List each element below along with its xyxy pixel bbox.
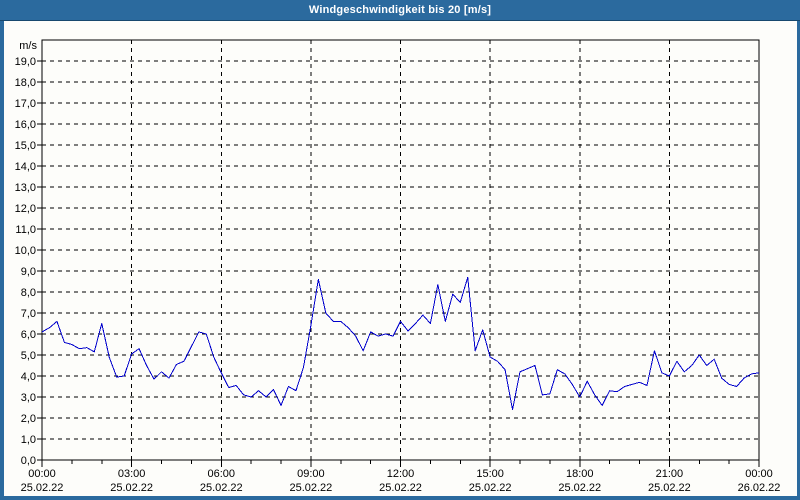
y-tick-label: 11,0 (15, 224, 36, 236)
x-tick-time-label: 12:00 (387, 468, 415, 480)
y-tick-label: 16,0 (15, 119, 36, 131)
window-titlebar: Windgeschwindigkeit bis 20 [m/s] (0, 0, 800, 21)
x-axis-time-labels: 00:00 03:00 06:00 09:00 12:00 15:00 18:00 21:00… (28, 468, 773, 480)
y-axis-labels: 0,0 1,0 2,0 3,0 4,0 5,0 6,0 7,0 8,0 9,0 10,0 11,0 12… (15, 56, 36, 467)
y-tick-label: 12,0 (15, 203, 36, 215)
y-tick-label: 8,0 (21, 287, 36, 299)
x-tick-time-label: 15:00 (476, 468, 504, 480)
y-tick-label: 19,0 (15, 56, 36, 68)
x-tick-date-label: 25.02.22 (289, 482, 332, 494)
y-tick-label: 0,0 (21, 455, 36, 467)
y-tick-label: 1,0 (21, 434, 36, 446)
y-tick-label: 3,0 (21, 392, 36, 404)
x-tick-time-label: 21:00 (656, 468, 684, 480)
x-tick-date-label: 25.02.22 (21, 482, 64, 494)
y-tick-label: 15,0 (15, 140, 36, 152)
window-title: Windgeschwindigkeit bis 20 [m/s] (308, 4, 492, 16)
x-tick-date-label: 25.02.22 (110, 482, 153, 494)
y-axis-unit: m/s (19, 40, 37, 52)
x-tick-date-label: 25.02.22 (200, 482, 243, 494)
y-tick-label: 4,0 (21, 371, 36, 383)
x-tick-date-label: 25.02.22 (558, 482, 601, 494)
y-axis-ticks (37, 60, 42, 461)
x-tick-time-label: 09:00 (297, 468, 325, 480)
x-tick-time-label: 03:00 (118, 468, 146, 480)
x-tick-date-label: 25.02.22 (648, 482, 691, 494)
x-tick-date-label: 26.02.22 (738, 482, 781, 494)
x-tick-time-label: 00:00 (28, 468, 56, 480)
x-gridlines (131, 40, 670, 460)
y-tick-label: 13,0 (15, 182, 36, 194)
x-tick-date-label: 25.02.22 (469, 482, 512, 494)
y-tick-label: 18,0 (15, 77, 36, 89)
y-tick-label: 14,0 (15, 161, 36, 173)
y-tick-label: 2,0 (21, 413, 36, 425)
x-axis-ticks (41, 460, 760, 467)
y-tick-label: 5,0 (21, 350, 36, 362)
y-tick-label: 10,0 (15, 245, 36, 257)
series-line (41, 276, 760, 411)
y-tick-label: 7,0 (21, 308, 36, 320)
x-tick-date-label: 25.02.22 (379, 482, 422, 494)
x-tick-time-label: 00:00 (745, 468, 773, 480)
y-tick-label: 17,0 (15, 98, 36, 110)
x-tick-time-label: 06:00 (207, 468, 235, 480)
x-tick-time-label: 18:00 (566, 468, 594, 480)
y-axis-unit-label: m/s (19, 40, 37, 52)
y-tick-label: 6,0 (21, 329, 36, 341)
y-tick-label: 9,0 (21, 266, 36, 278)
x-axis-date-labels: 25.02.22 25.02.22 25.02.22 25.02.22 25.02.22… (21, 482, 781, 494)
